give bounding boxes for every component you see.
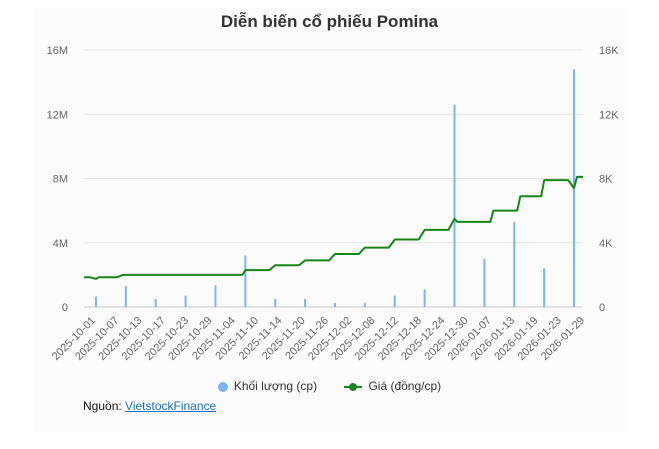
left-axis-ticks: 0 4M 8M 12M 16M — [47, 45, 68, 314]
right-axis-tick-label: 12K — [599, 109, 619, 121]
grid-lines — [84, 49, 583, 308]
source-note: Nguồn: VietstockFinance — [83, 399, 216, 413]
volume-bar[interactable] — [423, 289, 426, 307]
price-series-line[interactable] — [84, 175, 583, 280]
volume-bar[interactable] — [363, 302, 366, 307]
chart-title: Diễn biến cổ phiếu Pomina — [220, 12, 439, 31]
legend-price-swatch — [344, 382, 363, 392]
legend-price-label: Giá (đồng/cp) — [368, 378, 442, 393]
legend-item-price[interactable]: Giá (đồng/cp) — [344, 379, 441, 393]
legend-item-volume[interactable]: Khối lượng (cp) — [217, 378, 318, 393]
volume-bar[interactable] — [184, 295, 187, 307]
left-axis-tick-label: 16M — [47, 45, 68, 57]
volume-bar[interactable] — [94, 296, 97, 307]
right-axis-tick-label: 8K — [599, 174, 613, 186]
volume-bar[interactable] — [543, 268, 546, 307]
source-link[interactable]: VietstockFinance — [125, 399, 217, 413]
right-axis-ticks: 0 4K 8K 12K 16K — [599, 45, 619, 314]
right-axis-tick-label: 16K — [599, 45, 619, 57]
left-axis-tick-label: 12M — [47, 109, 68, 121]
left-axis-tick-label: 0 — [62, 302, 68, 314]
legend-volume-swatch — [217, 381, 228, 392]
volume-bar[interactable] — [453, 104, 456, 307]
right-axis-tick-label: 0 — [599, 302, 605, 314]
right-axis-tick-label: 4K — [599, 238, 613, 250]
volume-bars — [94, 69, 576, 308]
left-axis-tick-label: 8M — [53, 174, 68, 186]
volume-bar[interactable] — [214, 285, 217, 307]
left-axis-tick-label: 4M — [53, 238, 68, 250]
legend-volume-label: Khối lượng (cp) — [233, 378, 318, 393]
x-axis-ticks: 2025-10-012025-10-072025-10-132025-10-17… — [50, 315, 587, 363]
chart-legend: Khối lượng (cp) Giá (đồng/cp) — [0, 378, 659, 393]
volume-bar[interactable] — [393, 295, 396, 307]
source-label: Nguồn: — [83, 399, 126, 413]
volume-bar[interactable] — [244, 255, 247, 307]
volume-bar[interactable] — [513, 221, 516, 307]
chart-card — [34, 8, 629, 432]
volume-bar[interactable] — [333, 302, 336, 307]
volume-bar[interactable] — [124, 286, 127, 307]
volume-bar[interactable] — [154, 298, 157, 307]
volume-bar[interactable] — [304, 298, 307, 307]
price-line — [84, 175, 583, 280]
volume-bar[interactable] — [274, 298, 277, 307]
volume-bar[interactable] — [483, 258, 486, 307]
